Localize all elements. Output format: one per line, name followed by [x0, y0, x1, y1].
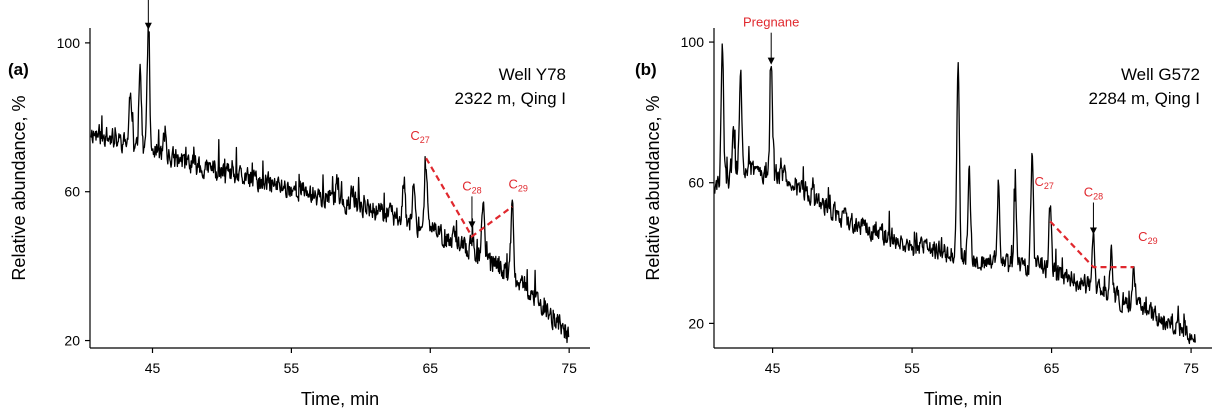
chromatogram-trace: [714, 43, 1196, 345]
y-tick-label: 60: [688, 175, 704, 191]
y-tick-label: 20: [688, 315, 704, 331]
annotation-c29: C29: [509, 177, 528, 194]
well-depth: 2284 m, Qing I: [1088, 89, 1200, 108]
chromatogram-trace: [90, 27, 570, 344]
pregnane-arrow-head: [767, 57, 775, 65]
annotation-c27: C27: [1034, 174, 1053, 191]
x-tick-label: 65: [1044, 360, 1060, 376]
annotation-c29: C29: [1138, 229, 1157, 246]
panel-label: (b): [635, 60, 657, 79]
x-tick-label: 55: [284, 360, 300, 376]
y-tick-label: 60: [64, 184, 80, 200]
annotation-c28: C28: [1084, 185, 1103, 202]
chart-panel-a: 45 55 65 75 20 60 100 Time, min Relative abundan…: [8, 0, 590, 409]
annotation-pregnane: Pregnane: [743, 15, 799, 30]
sterane-trend-line: [425, 157, 513, 239]
well-depth: 2322 m, Qing I: [454, 89, 566, 108]
sterane-trend-line: [1049, 220, 1134, 269]
x-tick-label: 75: [561, 360, 577, 376]
y-tick-label: 20: [64, 333, 80, 349]
x-tick-label: 75: [1183, 360, 1199, 376]
x-axis-label: Time, min: [924, 389, 1002, 409]
pregnane-arrow-head: [144, 22, 152, 30]
annotation-c27: C27: [410, 128, 429, 145]
x-tick-label: 45: [145, 360, 161, 376]
c28-arrow-head: [468, 221, 476, 229]
y-axis-label: Relative abundance, %: [9, 95, 29, 280]
y-tick-label: 100: [57, 35, 81, 51]
chart-panel-b: 45 55 65 75 20 60 100 Time, min Relative abundan…: [635, 15, 1212, 409]
y-axis-label: Relative abundance, %: [643, 95, 663, 280]
y-tick-label: 100: [681, 34, 705, 50]
x-tick-label: 55: [904, 360, 920, 376]
panel-label: (a): [8, 60, 29, 79]
x-tick-label: 45: [765, 360, 781, 376]
well-name: Well G572: [1121, 65, 1200, 84]
x-tick-label: 65: [422, 360, 438, 376]
well-name: Well Y78: [499, 65, 566, 84]
annotation-c28: C28: [462, 178, 481, 195]
c28-arrow-head: [1089, 227, 1097, 235]
x-axis-label: Time, min: [301, 389, 379, 409]
